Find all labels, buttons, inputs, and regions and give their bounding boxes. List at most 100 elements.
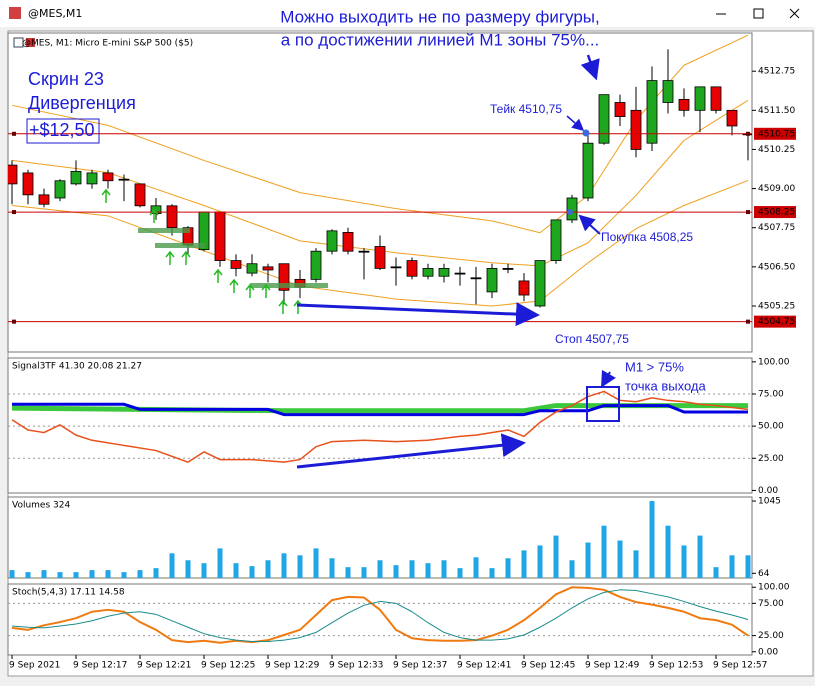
divergence-line [296,433,526,469]
y-tick-label: 50.00 [758,422,784,432]
panel-title: Stoch(5,4,3) 17.11 14.58 [12,588,125,598]
x-tick-label: 9 Sep 12:41 [457,661,511,671]
volume-bar [617,540,623,578]
volume-bar [25,572,31,578]
y-tick-label: 0.00 [758,647,778,657]
title-bar [0,0,815,27]
pointer-arrow [601,369,616,388]
profit-box [26,118,100,144]
candle-body [534,260,546,307]
panel-plot [8,34,752,308]
volume-bar [713,567,719,578]
x-tick-label: 9 Sep 2021 [9,661,60,671]
level-handle [12,319,16,324]
maximize-button[interactable] [753,8,764,19]
volume-bar [345,567,351,578]
volume-bar [377,560,383,578]
app-icon [9,7,21,19]
candle-body [54,180,66,199]
volume-bar [281,553,287,578]
candle-body [678,98,690,111]
y-tick-label: 25.00 [758,631,784,641]
candle-body [374,246,386,269]
pointer-arrow [566,115,585,131]
y-tick-label: 75.00 [758,599,784,609]
y-tick-label: 4511.50 [758,106,795,116]
indicator-line [11,99,749,267]
panel-plot [9,501,751,578]
indicator-line [11,179,749,307]
annotation: точка выхода [625,378,706,393]
annotation: M1 > 75% [625,359,684,374]
level-handle [12,210,16,215]
indicator-line [11,390,749,463]
candle-body [630,109,642,150]
annotation: Скрин 23 [28,69,104,89]
candle-body [454,272,466,275]
candle-body [22,172,34,196]
candle-body [86,172,98,185]
volume-bar [57,572,63,578]
level-label: 4510.75 [758,129,795,139]
y-tick-label: 4507.75 [758,223,795,233]
volume-bar [745,555,751,578]
x-tick-label: 9 Sep 12:25 [201,661,255,671]
drawings [26,54,620,469]
x-tick-label: 9 Sep 12:17 [73,661,127,671]
volume-bar [297,555,303,578]
level-tag [754,206,796,219]
level-label: 4504.75 [758,317,795,327]
zone [138,228,190,233]
candle-body [358,250,370,253]
volume-bar [553,535,559,578]
y-tick-label: 4509.00 [758,184,795,194]
candle-body [8,164,18,185]
candle-body [726,109,738,127]
x-tick-label: 9 Sep 12:33 [329,661,383,671]
volume-bar [665,525,671,578]
volume-bar [425,563,431,578]
chart-header: @MES, M1: Micro E-mini S&P 500 ($5) [22,39,193,49]
candle-body [326,230,338,252]
indicator-line [11,589,749,642]
y-tick-label: 0.00 [758,486,778,496]
volume-bar [217,548,223,578]
level-handle [12,131,16,136]
candle-body [438,268,450,277]
level-tag [754,127,796,140]
candle-body [518,280,530,296]
x-tick-label: 9 Sep 12:57 [713,661,767,671]
indicator-line [11,586,749,644]
candle-body [278,263,290,291]
candle-body [102,172,114,182]
volume-bar [329,558,335,578]
volume-bar [537,545,543,578]
y-tick-label: 75.00 [758,390,784,400]
candle-body [390,266,402,269]
volume-bar [505,558,511,578]
panel-title: Signal3TF 41.30 20.08 21.27 [12,362,142,372]
candle-body [614,102,626,117]
volume-bar [137,570,143,578]
volume-bar [249,566,255,578]
annotation: а по достижении линией М1 зоны 75%... [281,30,600,49]
volume-bar [585,542,591,578]
volume-bar [409,560,415,578]
volume-bar [457,568,463,578]
level-tag [754,315,796,328]
candle-body [118,178,130,181]
volume-bar [265,560,271,578]
volume-bar [649,501,655,578]
close-button[interactable] [789,8,800,19]
take-point [582,129,590,137]
zone [155,243,205,248]
candle-body [310,250,322,280]
volume-bar [121,572,127,578]
divergence-line [296,302,540,327]
volume-bar [633,550,639,578]
volume-bar [489,568,495,578]
signal-arrows [101,188,303,314]
volume-bar [601,525,607,578]
